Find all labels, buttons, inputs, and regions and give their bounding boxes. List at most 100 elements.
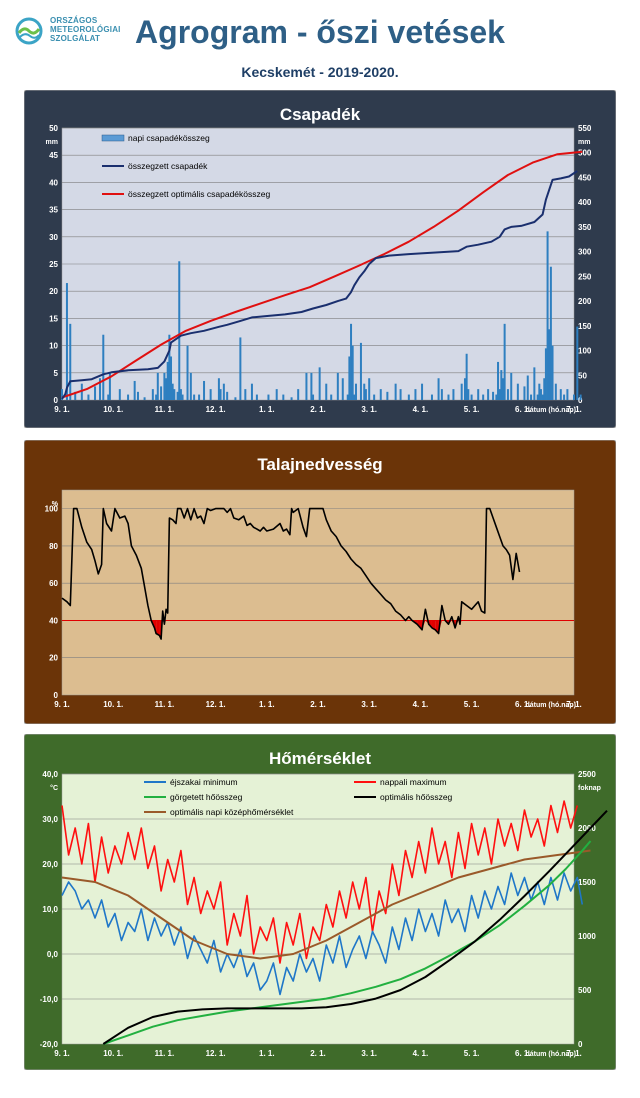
daily-precip-bar — [501, 378, 504, 400]
x-tick-label: 2. 1. — [310, 700, 326, 709]
y-right-axis-label: mm — [578, 139, 590, 146]
p3-svg: Hőmérséklet -20,0 -10,0 0,0 10,0 20,0 30,0 40,0… — [24, 734, 616, 1070]
y-right-tick-label: 500 — [578, 986, 592, 995]
daily-precip-bar — [108, 372, 111, 400]
daily-precip-bar — [209, 389, 212, 400]
daily-precip-bar — [250, 383, 253, 400]
daily-precip-bar — [305, 372, 308, 400]
y-right-tick-label: 500 — [578, 149, 592, 158]
logo-text: ORSZÁGOS METEOROLÓGIAI SZOLGÁLAT — [50, 16, 121, 43]
x-tick-label: 11. 1. — [155, 1049, 175, 1058]
daily-precip-bar — [226, 391, 229, 400]
daily-precip-bar — [102, 334, 105, 400]
night-min-line — [61, 872, 584, 996]
daily-precip-bar — [373, 394, 376, 400]
x-tick-label: 10. 1. — [103, 700, 123, 709]
daily-precip-bar — [275, 389, 278, 400]
temperature-panel: Hőmérséklet -20,0 -10,0 0,0 10,0 20,0 30,0 40,0… — [24, 734, 616, 1070]
x-tick-label: 5. 1. — [464, 700, 480, 709]
y-right-tick-label: 0 — [578, 396, 583, 405]
legend-daily-precip: napi csapadékösszeg — [128, 133, 210, 143]
y-tick-label: 60 — [49, 579, 58, 588]
x-tick-label: 2. 1. — [310, 405, 326, 414]
y-tick-label: 80 — [49, 542, 58, 551]
x-tick-label: 4. 1. — [413, 1049, 429, 1058]
legend-optimal-cumulative: összegzett optimális csapadékösszeg — [128, 189, 270, 199]
optimal-heat-sum-line — [102, 810, 608, 1045]
daily-precip-bar — [171, 383, 174, 400]
daily-precip-bar — [364, 389, 367, 400]
daily-precip-bar — [452, 389, 455, 400]
daily-precip-bar — [566, 389, 569, 400]
y-axis-label: °C — [50, 784, 58, 792]
daily-precip-bar — [65, 283, 68, 400]
legend-rolling-heat-sum: görgetett hőösszeg — [170, 792, 243, 802]
y-tick-label: -20,0 — [40, 1040, 59, 1049]
daily-precip-bar — [173, 389, 176, 400]
daily-precip-bar — [297, 389, 300, 400]
page-subtitle: Kecskemét - 2019-2020. — [241, 64, 399, 80]
daily-precip-bar — [170, 356, 173, 400]
y-right-tick-label: 50 — [578, 371, 587, 380]
y-right-tick-label: 100 — [578, 347, 592, 356]
p2-svg: Talajnedvesség 0 20 40 60 80 100% 9. 1. 10. 1. 11… — [24, 440, 616, 724]
x-tick-label: 6. 1. — [515, 700, 531, 709]
daily-precip-bar — [156, 372, 159, 400]
y-right-tick-label: 1500 — [578, 878, 596, 887]
x-tick-label: 7. 1. — [566, 700, 582, 709]
x-tick-label: 6. 1. — [515, 1049, 531, 1058]
day-max-line — [61, 800, 579, 964]
y-tick-label: 0,0 — [47, 950, 59, 959]
omsz-logo: ORSZÁGOS METEOROLÓGIAI SZOLGÁLAT — [14, 16, 124, 56]
y-tick-label: 40,0 — [42, 770, 58, 779]
daily-precip-bar — [346, 394, 349, 400]
daily-precip-bar — [160, 386, 163, 400]
daily-precip-bar — [290, 397, 293, 400]
x-tick-label: 2. 1. — [310, 1049, 326, 1058]
y-right-tick-label: 250 — [578, 272, 592, 281]
y-tick-label: 30,0 — [42, 815, 58, 824]
daily-precip-bar — [492, 391, 495, 400]
x-tick-label: 5. 1. — [464, 405, 480, 414]
y-tick-label: 45 — [49, 151, 58, 160]
daily-precip-bar — [414, 389, 417, 400]
x-tick-label: 1. 1. — [259, 1049, 275, 1058]
daily-precip-bar — [179, 389, 182, 400]
daily-precip-bar — [193, 394, 196, 400]
y-right-tick-label: 150 — [578, 322, 592, 331]
daily-precip-bar — [363, 383, 366, 400]
x-tick-label: 4. 1. — [413, 700, 429, 709]
y-tick-label: 40 — [49, 178, 58, 187]
y-right-tick-label: 400 — [578, 198, 592, 207]
daily-precip-bar — [463, 378, 466, 400]
daily-precip-bar — [348, 356, 351, 400]
daily-precip-bar — [516, 383, 519, 400]
daily-precip-bar — [239, 337, 242, 400]
daily-precip-bar — [87, 394, 90, 400]
daily-precip-bar — [437, 378, 440, 400]
daily-precip-bar — [533, 367, 536, 400]
daily-precip-bar — [430, 394, 433, 400]
daily-precip-bar — [222, 383, 225, 400]
daily-precip-bar — [107, 394, 110, 400]
y-tick-label: 20 — [49, 654, 58, 663]
daily-precip-bar — [359, 342, 362, 400]
x-tick-label: 9. 1. — [54, 700, 70, 709]
daily-precip-bar — [341, 378, 344, 400]
daily-precip-bar — [530, 394, 533, 400]
y-right-tick-label: 350 — [578, 223, 592, 232]
chart-title: Csapadék — [280, 105, 361, 124]
daily-precip-bar — [217, 378, 220, 400]
daily-precip-bar — [189, 372, 192, 400]
daily-precip-bar — [354, 383, 357, 400]
y-tick-label: 20 — [49, 287, 58, 296]
daily-precip-bar — [74, 391, 77, 400]
y-tick-label: -10,0 — [40, 995, 59, 1004]
y-right-tick-label: 550 — [578, 124, 592, 133]
daily-precip-bar — [394, 383, 397, 400]
y-tick-label: 25 — [49, 260, 58, 269]
daily-precip-bar — [178, 261, 181, 400]
daily-precip-bar — [536, 394, 539, 400]
daily-precip-bar — [554, 383, 557, 400]
y-tick-label: 0 — [54, 396, 59, 405]
